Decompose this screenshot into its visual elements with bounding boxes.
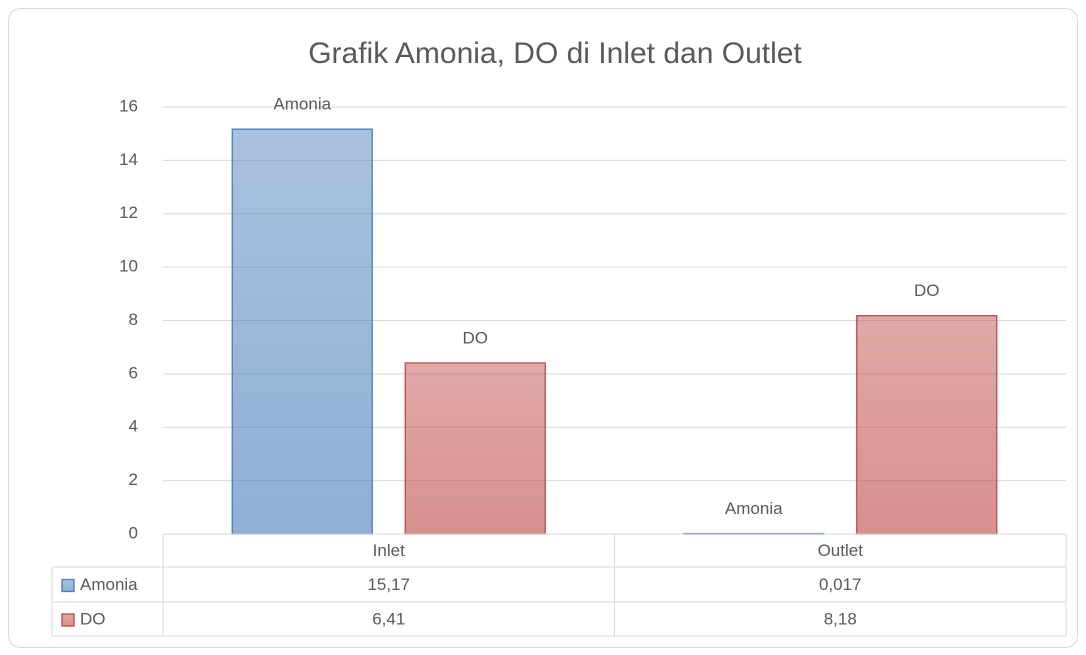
x-tick-label: Inlet — [373, 541, 405, 560]
data-label: Amonia — [273, 95, 331, 114]
y-tick-label: 4 — [129, 417, 138, 436]
x-tick-label: Outlet — [818, 541, 864, 560]
y-tick-label: 6 — [129, 363, 138, 382]
chart-title: Grafik Amonia, DO di Inlet dan Outlet — [308, 37, 802, 70]
table-value: 15,17 — [367, 575, 410, 594]
y-tick-label: 0 — [129, 523, 138, 542]
y-tick-label: 8 — [129, 310, 138, 329]
y-tick-label: 16 — [119, 96, 138, 115]
y-tick-label: 14 — [119, 150, 138, 169]
y-tick-label: 10 — [119, 257, 138, 276]
table-value: 6,41 — [372, 609, 405, 628]
y-tick-label: 2 — [129, 470, 138, 489]
legend-label: Amonia — [80, 575, 138, 594]
table-value: 8,18 — [824, 609, 857, 628]
bar — [856, 315, 998, 535]
legend-key — [61, 578, 75, 593]
data-label: DO — [463, 328, 489, 347]
data-label: DO — [914, 281, 940, 300]
bar — [231, 128, 373, 535]
legend-key — [61, 613, 75, 627]
table-value: 0,017 — [819, 575, 862, 594]
data-label: Amonia — [725, 499, 783, 518]
legend-label: DO — [80, 609, 106, 628]
y-tick-label: 12 — [119, 203, 138, 222]
bar — [404, 362, 546, 535]
